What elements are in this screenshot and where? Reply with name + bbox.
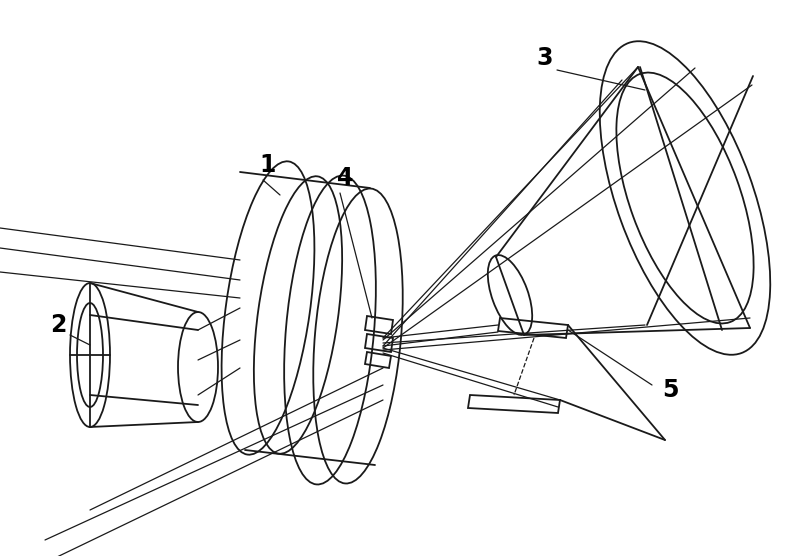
Text: 5: 5 — [662, 378, 678, 402]
Text: 4: 4 — [337, 166, 353, 190]
Text: 2: 2 — [50, 313, 66, 337]
Text: 3: 3 — [537, 46, 554, 70]
Text: 1: 1 — [260, 153, 276, 177]
